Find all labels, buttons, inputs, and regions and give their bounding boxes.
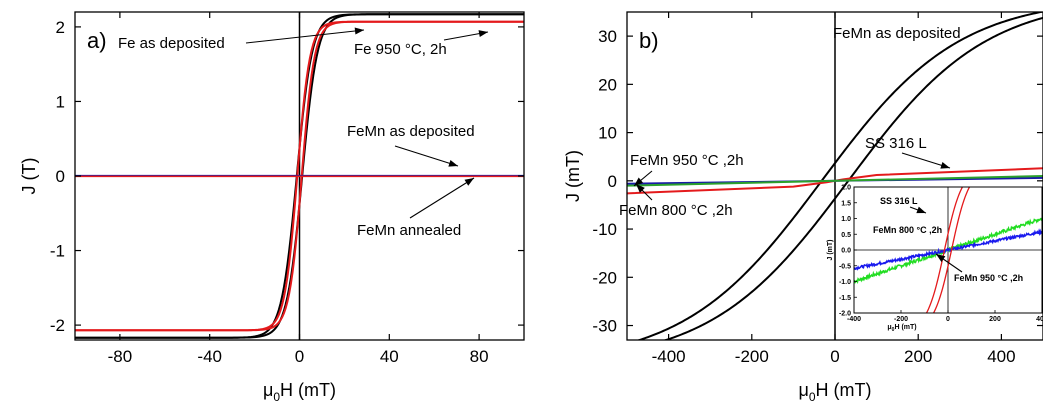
series-femn-800-c-2h — [627, 175, 1043, 187]
inset-x-tick-label: 0 — [946, 316, 950, 323]
inset-x-tick-label: 200 — [989, 316, 1001, 323]
annotation-femn-as-deposited: FeMn as deposited — [833, 25, 961, 42]
panel-label: a) — [87, 28, 107, 53]
inset-annotation-arrow-femn-950-head — [936, 254, 946, 263]
x-axis-label-sub: 0 — [809, 390, 816, 403]
inset-y-tick-label: -2.0 — [839, 311, 851, 318]
series-fe-950-c-2h-descending — [75, 20, 524, 332]
x-tick-label: -400 — [652, 347, 686, 366]
inset-y-tick-label: 2.0 — [841, 185, 851, 192]
inset-chart: -400 -200 0 200 400 -2.0 -1.5 -1.0 -0.5 0.0 0.5 1.0… — [827, 185, 1043, 334]
y-axis-label: J (T) — [19, 158, 39, 195]
y-tick-label: -10 — [592, 220, 617, 239]
inset-annotation-ss-316l: SS 316 L — [880, 196, 918, 206]
inset-x-axis-label-sub: 0 — [892, 327, 895, 333]
annotation-femn-800: FeMn 800 °C ,2h — [619, 202, 733, 219]
x-tick-label: 80 — [470, 347, 489, 366]
inset-annotation-femn-800: FeMn 800 °C ,2h — [873, 225, 942, 235]
annotation-arrow-ss-316l-head — [940, 161, 950, 169]
y-tick-label: 1 — [56, 92, 65, 111]
y-tick-label: -2 — [50, 316, 65, 335]
inset-series-ss-316-l-ascending — [932, 187, 971, 313]
inset-y-tick-label: 0.0 — [841, 248, 851, 255]
annotation-ss-316l: SS 316 L — [865, 135, 927, 152]
inset-y-axis-label: J (mT) — [827, 240, 834, 261]
y-tick-label: 2 — [56, 18, 65, 37]
inset-y-tick-label: -1.5 — [839, 295, 851, 302]
inset-x-tick-label: -200 — [894, 316, 908, 323]
annotation-femn-annealed: FeMn annealed — [357, 222, 461, 239]
x-tick-label: 0 — [295, 347, 304, 366]
inset-y-tick-label: 1.5 — [841, 200, 851, 207]
inset-y-tick-label: 0.5 — [841, 232, 851, 239]
x-tick-label: -40 — [197, 347, 222, 366]
panel-label: b) — [639, 28, 659, 53]
annotation-arrow-fe-as-deposited-line — [245, 29, 365, 44]
x-tick-label: 0 — [830, 347, 839, 366]
inset-x-tick-label: 400 — [1036, 316, 1043, 323]
x-tick-label: -80 — [108, 347, 133, 366]
annotation-arrow-femn-800-head — [636, 184, 645, 193]
inset-x-axis-label-mu: μ — [887, 324, 891, 331]
inset-x-axis-label-rest: H (mT) — [894, 324, 916, 331]
x-axis-label: μ0H (mT) — [263, 380, 336, 403]
inset-x-axis-label: μ0H (mT) — [887, 324, 916, 333]
y-tick-label: 0 — [56, 167, 65, 186]
annotation-arrow-femn-as-deposited-head — [448, 159, 458, 167]
x-axis-label: μ0H (mT) — [798, 380, 871, 403]
y-tick-label: -20 — [592, 268, 617, 287]
plot-area — [75, 13, 524, 339]
inset-y-tick-label: -0.5 — [839, 263, 851, 270]
x-tick-label: -200 — [735, 347, 769, 366]
y-tick-label: -1 — [50, 242, 65, 261]
inset-y-tick-label: 1.0 — [841, 216, 851, 223]
x-tick-label: 200 — [904, 347, 932, 366]
y-tick-label: 20 — [598, 75, 617, 94]
x-tick-label: 400 — [987, 347, 1015, 366]
annotation-arrow-femn-annealed-line — [409, 177, 475, 219]
inset-series-ss-316-l-descending — [925, 187, 964, 313]
series-femn-as-deposited-descending — [636, 12, 1043, 340]
annotation-fe-as-deposited: Fe as deposited — [118, 35, 225, 52]
y-tick-label: 0 — [608, 172, 617, 191]
inset-y-tick-label: -1.0 — [839, 279, 851, 286]
y-tick-label: 30 — [598, 27, 617, 46]
annotation-arrow-femn-as-deposited-line — [394, 145, 459, 167]
x-tick-label: 40 — [380, 347, 399, 366]
series-femn-as-deposited-ascending — [662, 16, 1043, 340]
inset-x-tick-label: -400 — [847, 316, 861, 323]
x-axis-label-sub: 0 — [273, 390, 280, 403]
annotation-femn-as-deposited: FeMn as deposited — [347, 123, 475, 140]
plot-area — [627, 12, 1043, 340]
annotation-arrow-fe-950-head — [478, 30, 488, 38]
y-axis-label: J (mT) — [563, 150, 583, 202]
y-tick-label: -30 — [592, 317, 617, 336]
annotation-arrow-fe-as-deposited-head — [354, 27, 364, 35]
inset-annotation-femn-950: FeMn 950 °C ,2h — [954, 273, 1023, 283]
annotation-femn-950: FeMn 950 °C ,2h — [630, 152, 744, 169]
inset-plot-area — [854, 187, 1042, 313]
annotation-fe-950: Fe 950 °C, 2h — [354, 41, 447, 58]
y-tick-label: 10 — [598, 124, 617, 143]
inset-series-femn-950-c-2h — [854, 228, 1042, 271]
x-axis-label-rest: H (mT) — [816, 380, 872, 400]
annotation-arrow-femn-annealed-head — [464, 178, 474, 186]
x-axis-label-mu: μ — [263, 380, 273, 400]
x-axis-label-mu: μ — [798, 380, 808, 400]
inset-annotation-arrow-ss-316l-head — [916, 206, 926, 214]
x-axis-label-rest: H (mT) — [280, 380, 336, 400]
